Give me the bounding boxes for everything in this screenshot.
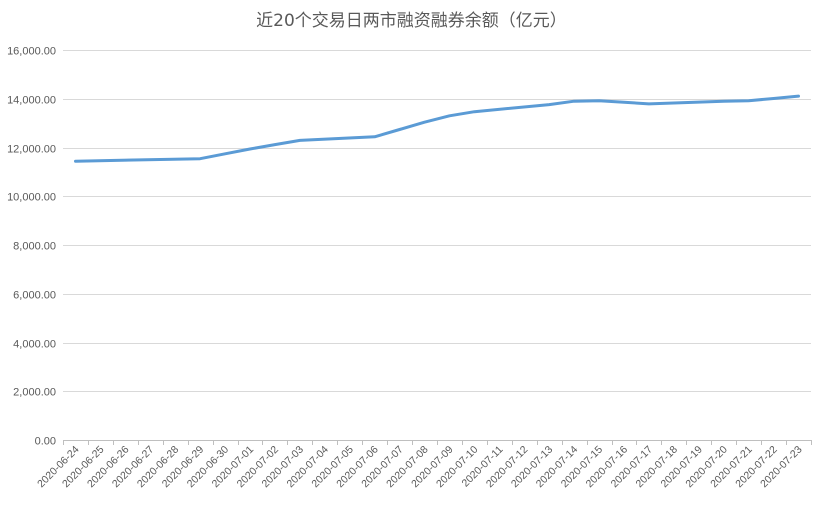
y-tick-label: 12,000.00 <box>7 144 56 156</box>
chart-title: 近20个交易日两市融资融券余额（亿元） <box>256 11 567 31</box>
y-tick-label: 6,000.00 <box>13 290 56 302</box>
y-tick-label: 14,000.00 <box>7 95 56 107</box>
y-tick-label: 0.00 <box>35 436 56 448</box>
series-line <box>74 94 800 163</box>
y-tick-label: 16,000.00 <box>7 46 56 58</box>
y-tick-label: 10,000.00 <box>7 192 56 204</box>
y-tick-label: 8,000.00 <box>13 241 56 253</box>
y-tick-label: 4,000.00 <box>13 339 56 351</box>
y-tick-label: 2,000.00 <box>13 387 56 399</box>
